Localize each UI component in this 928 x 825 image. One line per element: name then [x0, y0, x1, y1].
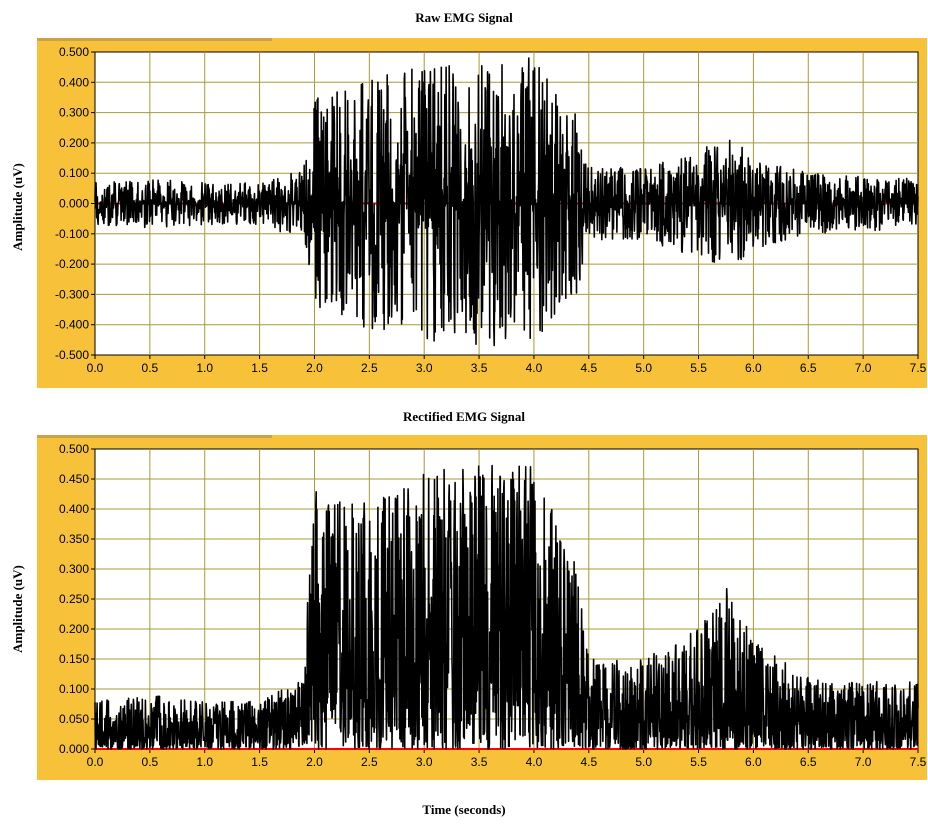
rect-y-tick-label: 0.100 [59, 682, 89, 696]
rect-x-tick-label: 4.5 [580, 755, 597, 769]
raw-y-tick-label: 0.400 [59, 75, 89, 89]
rect-y-tick-label: 0.500 [59, 442, 89, 456]
raw-emg-trace-series [94, 57, 919, 347]
raw-emg-chart: 0.0 0.5 1.0 1.5 2.0 2.5 3.0 3.5 4.0 4.5 5.0 5.5 6.0 6… [37, 38, 927, 388]
raw-frame-tab [37, 38, 272, 41]
rect-y-tick-label: 0.200 [59, 622, 89, 636]
raw-x-tick-label: 5.5 [690, 361, 707, 375]
rect-x-tick-label: 3.5 [471, 755, 488, 769]
rect-x-tick-label: 6.0 [745, 755, 762, 769]
rect-x-tick-label: 2.5 [361, 755, 378, 769]
raw-x-tick-label: 4.5 [580, 361, 597, 375]
raw-y-tick-label: -0.300 [55, 287, 89, 301]
raw-y-tick-label: -0.500 [55, 348, 89, 362]
rect-x-tick-label: 6.5 [800, 755, 817, 769]
rect-x-tick-label: 0.5 [142, 755, 159, 769]
chart-title-raw: Raw EMG Signal [415, 10, 513, 25]
raw-x-tick-label: 3.0 [416, 361, 433, 375]
rect-x-tick-label: 0.0 [87, 755, 104, 769]
rect-x-tick-label: 5.0 [635, 755, 652, 769]
raw-x-tick-label: 7.5 [910, 361, 927, 375]
raw-x-tick-label: 5.0 [635, 361, 652, 375]
rect-y-tick-label: 0.000 [59, 742, 89, 756]
rect-x-tick-label: 5.5 [690, 755, 707, 769]
raw-x-tick-label: 4.0 [526, 361, 543, 375]
raw-y-tick-label: -0.200 [55, 257, 89, 271]
rect-x-tick-label: 1.5 [251, 755, 268, 769]
rect-y-tick-label: 0.250 [59, 592, 89, 606]
raw-y-tick-label: -0.100 [55, 227, 89, 241]
rect-y-tick-label: 0.050 [59, 712, 89, 726]
x-axis-label: Time (seconds) [422, 802, 506, 817]
rect-x-tick-label: 7.5 [910, 755, 927, 769]
raw-y-tick-label: -0.400 [55, 318, 89, 332]
rect-x-tick-label: 4.0 [526, 755, 543, 769]
rectified-emg-chart: 0.0 0.5 1.0 1.5 2.0 2.5 3.0 3.5 4.0 4.5 5.0 5.5 6.0 6… [37, 435, 927, 780]
rect-emg-trace-series [94, 464, 919, 750]
raw-y-tick-label: 0.100 [59, 166, 89, 180]
rect-x-tick-label: 7.0 [855, 755, 872, 769]
raw-x-tick-label: 1.0 [196, 361, 213, 375]
rect-frame-tab [37, 435, 272, 438]
rect-y-tick-label: 0.300 [59, 562, 89, 576]
raw-y-tick-label: 0.000 [59, 197, 89, 211]
raw-x-tick-label: 6.0 [745, 361, 762, 375]
rect-y-tick-label: 0.400 [59, 502, 89, 516]
raw-x-tick-label: 7.0 [855, 361, 872, 375]
rect-x-tick-label: 3.0 [416, 755, 433, 769]
rect-y-tick-label: 0.350 [59, 532, 89, 546]
raw-y-tick-label: 0.200 [59, 136, 89, 150]
rect-x-tick-label: 2.0 [306, 755, 323, 769]
rect-x-tick-label: 1.0 [196, 755, 213, 769]
raw-y-tick-label: 0.300 [59, 106, 89, 120]
rect-y-tick-label: 0.150 [59, 652, 89, 666]
rect-y-tick-label: 0.450 [59, 472, 89, 486]
raw-x-tick-label: 3.5 [471, 361, 488, 375]
raw-x-tick-label: 0.5 [142, 361, 159, 375]
raw-x-tick-label: 2.0 [306, 361, 323, 375]
raw-x-tick-label: 0.0 [87, 361, 104, 375]
raw-x-tick-label: 6.5 [800, 361, 817, 375]
raw-x-tick-label: 2.5 [361, 361, 378, 375]
raw-y-tick-label: 0.500 [59, 45, 89, 59]
chart-title-rectified: Rectified EMG Signal [402, 409, 526, 424]
raw-x-tick-label: 1.5 [251, 361, 268, 375]
